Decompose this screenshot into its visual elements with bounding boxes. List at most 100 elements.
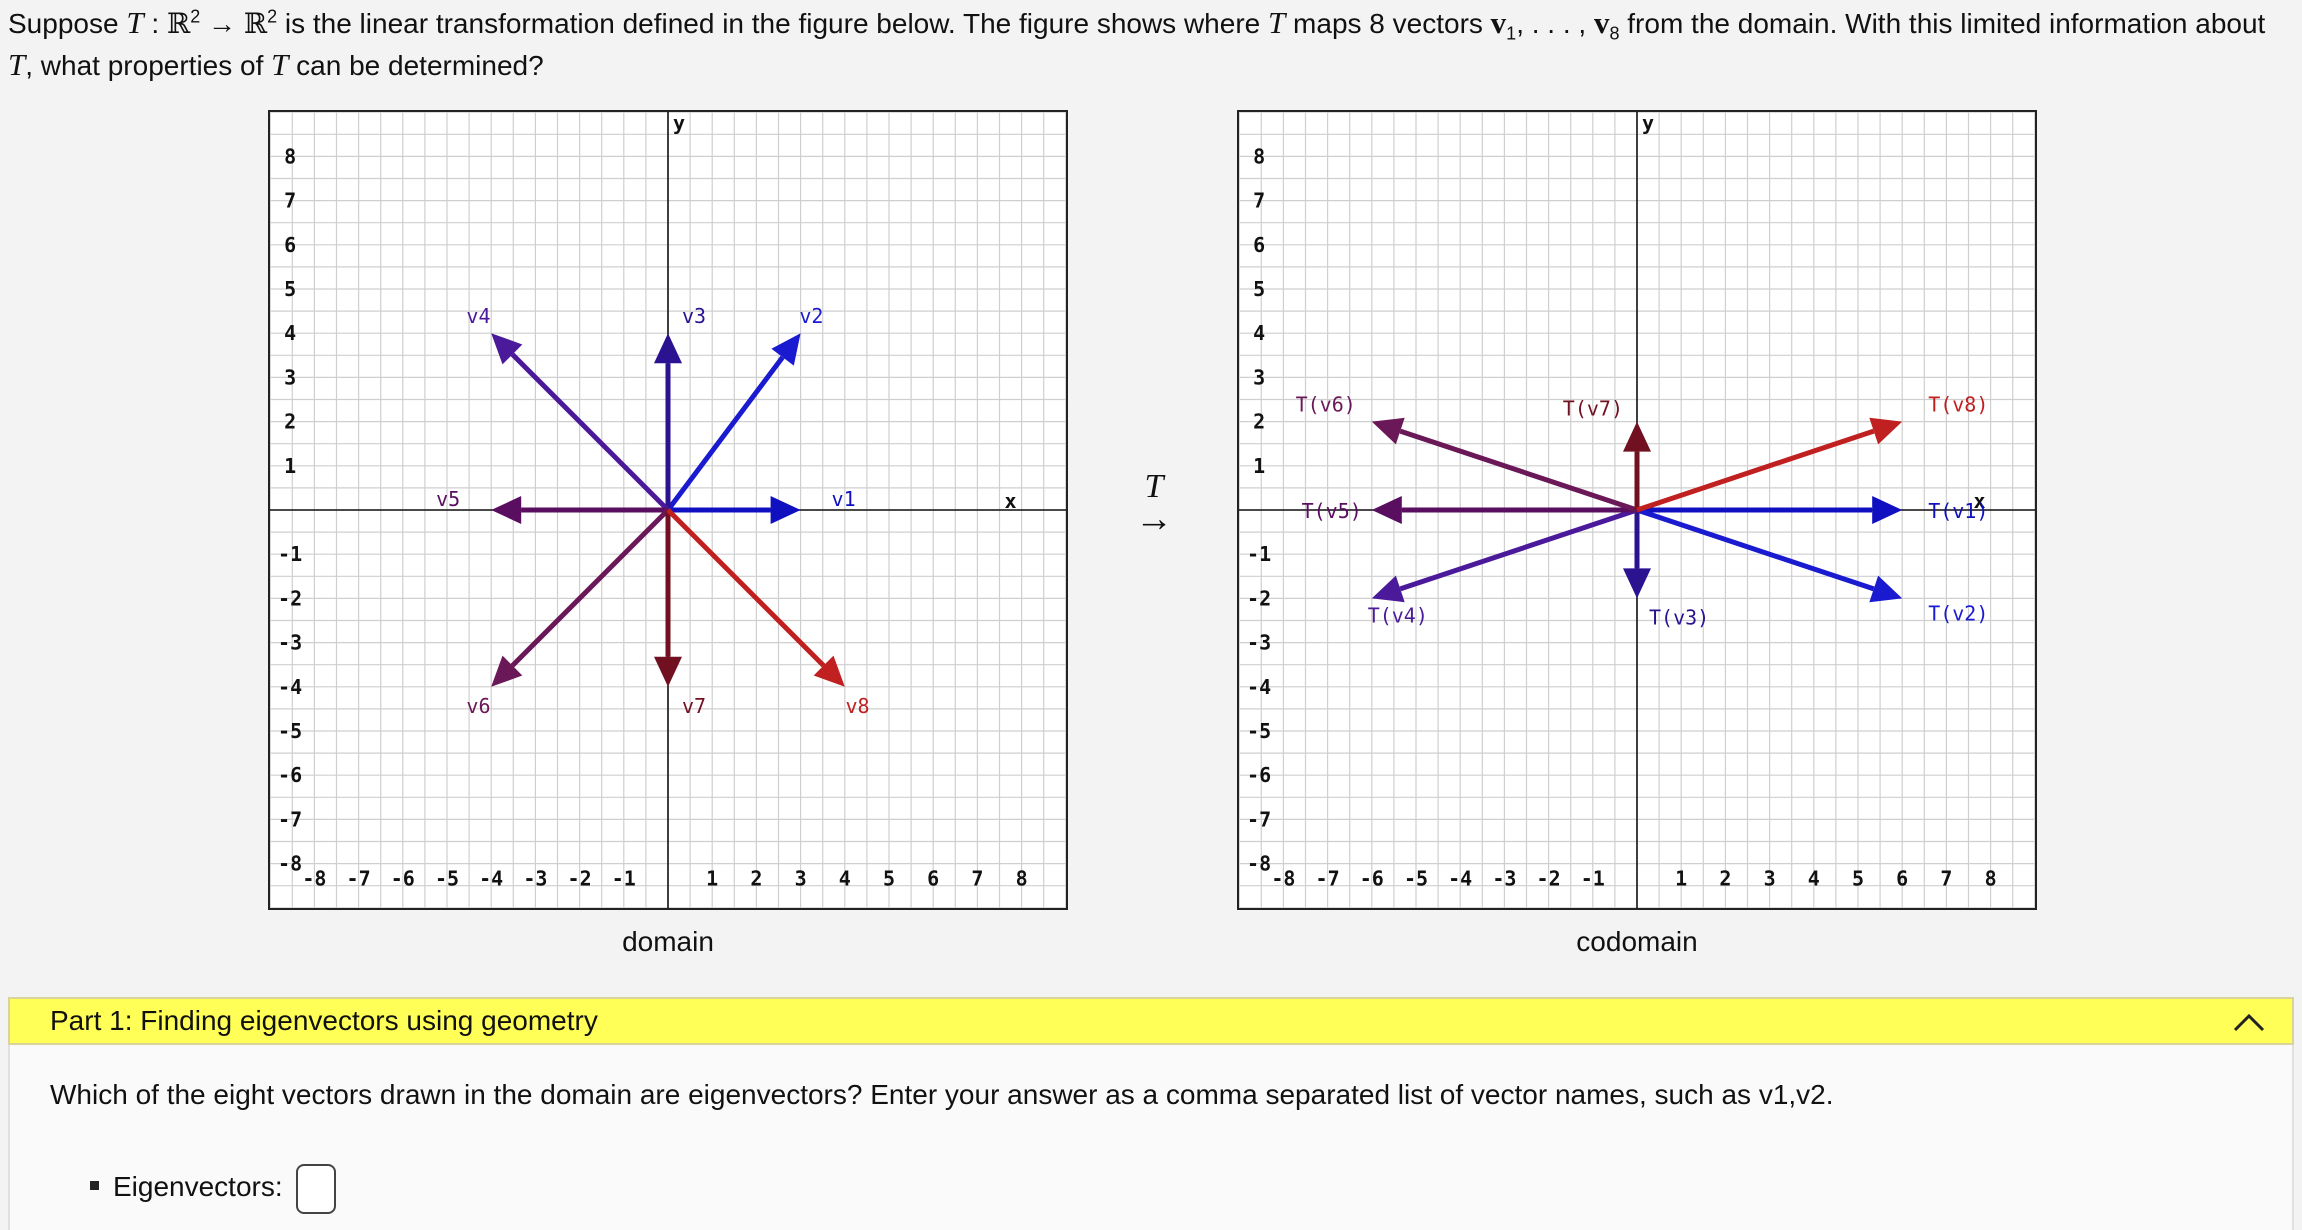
y-tick-label: 7 (1253, 189, 1265, 213)
question-part: from the domain. With this limited infor… (1619, 8, 2266, 39)
x-tick-label: -1 (1581, 867, 1605, 891)
x-tick-label: -5 (435, 867, 459, 891)
y-tick-label: 1 (1253, 454, 1265, 478)
domain-caption: domain (622, 926, 714, 957)
question-part: Suppose (8, 8, 119, 39)
x-tick-label: 1 (706, 867, 718, 891)
vector-T(v7)-head (1623, 421, 1651, 452)
math-dots: , . . . , (1516, 8, 1594, 39)
x-tick-label: 6 (1896, 867, 1908, 891)
y-tick-label: 1 (284, 454, 296, 478)
y-tick-label: -2 (1247, 586, 1271, 610)
vector-T(v5)-head (1371, 496, 1402, 524)
math-T: T (126, 5, 144, 40)
vector-v4-head (491, 333, 523, 365)
y-tick-label: -3 (278, 631, 302, 655)
vector-T(v3)-label: T(v3) (1649, 605, 1709, 629)
y-axis-label: y (673, 112, 685, 135)
x-tick-label: 2 (750, 867, 762, 891)
x-tick-label: 4 (839, 867, 851, 891)
x-tick-label: 7 (971, 867, 983, 891)
y-tick-label: 3 (284, 365, 296, 389)
y-axis-label: y (1642, 112, 1654, 135)
y-tick-label: -4 (1247, 675, 1271, 699)
math-sub: 1 (1506, 23, 1517, 44)
transformation-label: T (1144, 468, 1164, 505)
vector-v2-label: v2 (799, 304, 823, 328)
math-colon: : (143, 8, 167, 39)
y-tick-label: -2 (278, 586, 302, 610)
x-tick-label: -5 (1404, 867, 1428, 891)
y-tick-label: -6 (278, 763, 302, 787)
x-tick-label: -3 (523, 867, 547, 891)
x-tick-label: 3 (795, 867, 807, 891)
y-tick-label: 7 (284, 189, 296, 213)
answer-label: Eigenvectors: (113, 1171, 283, 1202)
x-tick-label: -6 (1360, 867, 1384, 891)
y-tick-label: 4 (284, 321, 296, 345)
vector-T(v5)-label: T(v5) (1302, 499, 1362, 523)
vector-T(v8)-line (1636, 428, 1875, 513)
vector-v8-label: v8 (845, 694, 869, 718)
y-tick-label: -7 (1247, 807, 1271, 831)
vector-T(v2)-head (1869, 575, 1903, 603)
math-sub: 8 (1609, 23, 1620, 44)
math-sup: 2 (190, 6, 201, 27)
x-tick-label: 4 (1808, 867, 1820, 891)
vector-v5-head (491, 496, 522, 524)
vector-T(v1)-head (1872, 496, 1903, 524)
answer-row: Eigenvectors: (90, 1159, 337, 1215)
y-tick-label: 8 (1253, 144, 1265, 168)
math-sup: 2 (267, 6, 278, 27)
x-tick-label: 2 (1719, 867, 1731, 891)
vector-v3-head (654, 333, 682, 364)
x-tick-label: -1 (612, 867, 636, 891)
domain-graph: x y -8 -7 -6 -5 -4 -3 -2 -1 1 2 3 4 5 6 7 8 8 7 6 5 4 3 2 1 -1 -2 -3… (268, 110, 1068, 910)
x-tick-label: 6 (927, 867, 939, 891)
vector-T(v6)-label: T(v6) (1296, 393, 1356, 417)
y-tick-label: -4 (278, 675, 302, 699)
math-T: T (1268, 5, 1286, 40)
bullet-icon (90, 1181, 99, 1191)
y-tick-label: 4 (1253, 321, 1265, 345)
chevron-up-icon[interactable] (2232, 999, 2266, 1044)
question-part: is the linear transformation defined in … (277, 8, 1269, 39)
math-T: T (8, 47, 26, 82)
vector-v8-line (666, 508, 826, 668)
y-tick-label: 2 (284, 410, 296, 434)
y-tick-label: 5 (284, 277, 296, 301)
y-tick-label: -8 (1247, 852, 1271, 876)
vector-v1-head (770, 496, 801, 524)
vector-v2-head (771, 333, 801, 366)
eigenvectors-input[interactable] (296, 1163, 337, 1214)
math-arrow: → (200, 8, 244, 39)
math-T: T (271, 47, 289, 82)
y-tick-label: -6 (1247, 763, 1271, 787)
x-tick-label: -4 (1448, 867, 1472, 891)
codomain-caption: codomain (1576, 926, 1698, 957)
vector-v4-label: v4 (466, 304, 490, 328)
x-tick-label: -2 (1537, 867, 1561, 891)
x-tick-label: 5 (1852, 867, 1864, 891)
question-text: Suppose T : ℝ2 → ℝ2 is the linear transf… (8, 2, 2288, 86)
math-v: v (1593, 5, 1610, 40)
vector-T(v4)-line (1399, 507, 1638, 592)
part1-header[interactable]: Part 1: Finding eigenvectors using geome… (8, 997, 2294, 1045)
vector-T(v4)-label: T(v4) (1368, 603, 1428, 627)
vector-T(v3)-head (1623, 568, 1651, 599)
y-tick-label: 6 (284, 233, 296, 257)
y-tick-label: -5 (1247, 719, 1271, 743)
vector-v7-head (654, 656, 682, 687)
vector-v6-label: v6 (466, 694, 490, 718)
vector-T(v2)-line (1636, 507, 1875, 592)
transformation-arrow: T → (1128, 468, 1180, 539)
x-tick-label: 7 (1940, 867, 1952, 891)
x-tick-label: -8 (1271, 867, 1295, 891)
vector-T(v7)-label: T(v7) (1563, 397, 1623, 421)
vector-v2-line (665, 355, 785, 512)
math-R: ℝ (166, 7, 191, 40)
x-tick-label: -6 (391, 867, 415, 891)
x-tick-label: -4 (479, 867, 503, 891)
vector-v4-line (510, 352, 670, 512)
domain-plot: x y -8 -7 -6 -5 -4 -3 -2 -1 1 2 3 4 5 6 7 8 8 7 6 5 4 3 2 1 -1 -2 -3… (270, 112, 1066, 908)
